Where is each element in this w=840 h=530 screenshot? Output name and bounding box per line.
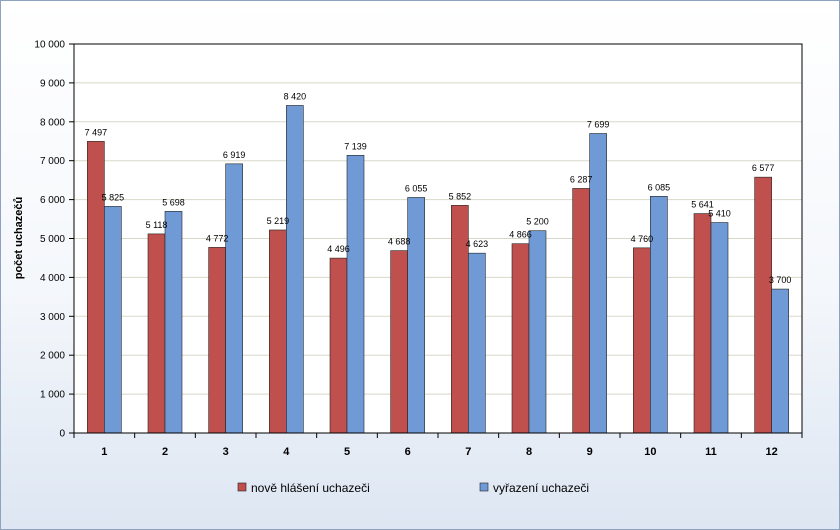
bar-removed-applicants <box>468 252 486 434</box>
data-label: 5 200 <box>526 217 549 227</box>
bar-new-applicants <box>693 213 712 434</box>
bar-removed-applicants <box>225 163 243 434</box>
data-label: 5 641 <box>691 200 714 210</box>
y-tick-label: 0 <box>59 429 65 440</box>
data-label: 4 688 <box>388 237 411 247</box>
bar-removed-applicants <box>104 206 122 434</box>
bar-removed-applicants <box>286 105 304 434</box>
x-tick-label: 6 <box>405 446 411 458</box>
data-label: 5 118 <box>146 220 168 230</box>
x-tick-label: 4 <box>283 446 290 458</box>
bar-new-applicants <box>208 247 226 434</box>
data-label: 4 496 <box>327 244 350 254</box>
bar-removed-applicants <box>407 197 425 434</box>
x-tick-labels: 1 2 3 4 5 6 7 8 9 10 11 12 <box>101 446 778 458</box>
y-tick-labels: 0 1 000 2 000 3 000 4 000 5 000 6 000 7 000 8 00… <box>34 40 65 440</box>
bars <box>87 105 789 434</box>
bar-removed-applicants <box>164 211 183 434</box>
bar-removed-applicants <box>528 230 547 434</box>
x-tick-label: 8 <box>526 446 532 458</box>
bar-new-applicants <box>572 188 590 434</box>
data-label: 6 287 <box>570 174 593 184</box>
y-tick-label: 4 000 <box>40 273 65 284</box>
x-tick-label: 3 <box>223 446 229 458</box>
bar-new-applicants <box>329 257 348 434</box>
y-tick-label: 3 000 <box>40 312 65 323</box>
bar-removed-applicants <box>771 288 789 434</box>
y-tick-label: 9 000 <box>40 78 65 89</box>
legend-label-removed-applicants: vyřazení uchazeči <box>493 481 589 495</box>
x-tick-label: 5 <box>344 446 350 458</box>
data-label: 5 852 <box>449 191 472 201</box>
y-tick-label: 2 000 <box>40 351 65 362</box>
x-tick-label: 10 <box>644 446 656 458</box>
data-label: 6 919 <box>223 150 246 160</box>
legend-swatch-removed-applicants <box>479 482 489 492</box>
axes <box>69 43 803 438</box>
data-label: 5 698 <box>162 197 185 207</box>
data-label: 8 420 <box>284 91 307 101</box>
y-tick-label: 7 000 <box>40 156 65 167</box>
gridlines <box>74 43 802 433</box>
data-label: 3 700 <box>769 275 792 285</box>
y-tick-label: 6 000 <box>40 195 65 206</box>
data-label: 4 623 <box>466 239 489 249</box>
x-tick-label: 11 <box>705 446 717 458</box>
data-label: 7 699 <box>587 120 610 130</box>
bar-new-applicants <box>269 229 287 434</box>
data-label: 4 772 <box>206 233 229 243</box>
data-label: 6 055 <box>405 183 428 193</box>
x-tick-label: 7 <box>465 446 471 458</box>
bar-new-applicants <box>511 243 530 434</box>
data-label: 7 139 <box>344 141 367 151</box>
y-axis-title: počet uchazečů <box>13 197 25 280</box>
data-label: 4 866 <box>509 230 532 240</box>
legend: nově hlášení uchazeči vyřazení uchazeči <box>237 481 589 495</box>
bar-removed-applicants <box>650 195 668 434</box>
data-label: 6 577 <box>752 163 775 173</box>
x-tick-label: 2 <box>162 446 168 458</box>
bar-removed-applicants <box>710 222 729 434</box>
bar-new-applicants <box>87 141 105 434</box>
legend-swatch-new-applicants <box>237 482 247 492</box>
bar-new-applicants <box>754 176 772 434</box>
legend-label-new-applicants: nově hlášení uchazeči <box>251 481 370 495</box>
bar-new-applicants <box>633 247 651 434</box>
bar-new-applicants <box>147 233 166 434</box>
bar-removed-applicants <box>346 154 365 434</box>
y-tick-label: 1 000 <box>40 390 65 401</box>
x-tick-label: 12 <box>766 446 778 458</box>
data-labels: 7 497 5 825 5 118 5 698 4 772 6 919 5 219 8 420… <box>85 91 792 285</box>
x-tick-label: 1 <box>101 446 107 458</box>
x-tick-label: 9 <box>587 446 593 458</box>
data-label: 5 219 <box>267 216 290 226</box>
y-tick-label: 5 000 <box>40 234 65 245</box>
data-label: 5 410 <box>708 209 731 219</box>
data-label: 6 085 <box>648 182 671 192</box>
data-label: 4 760 <box>631 234 654 244</box>
data-label: 7 497 <box>85 127 108 137</box>
data-label: 5 825 <box>102 192 125 202</box>
bar-new-applicants <box>390 250 408 434</box>
y-tick-label: 10 000 <box>34 40 65 51</box>
y-tick-label: 8 000 <box>40 117 65 128</box>
